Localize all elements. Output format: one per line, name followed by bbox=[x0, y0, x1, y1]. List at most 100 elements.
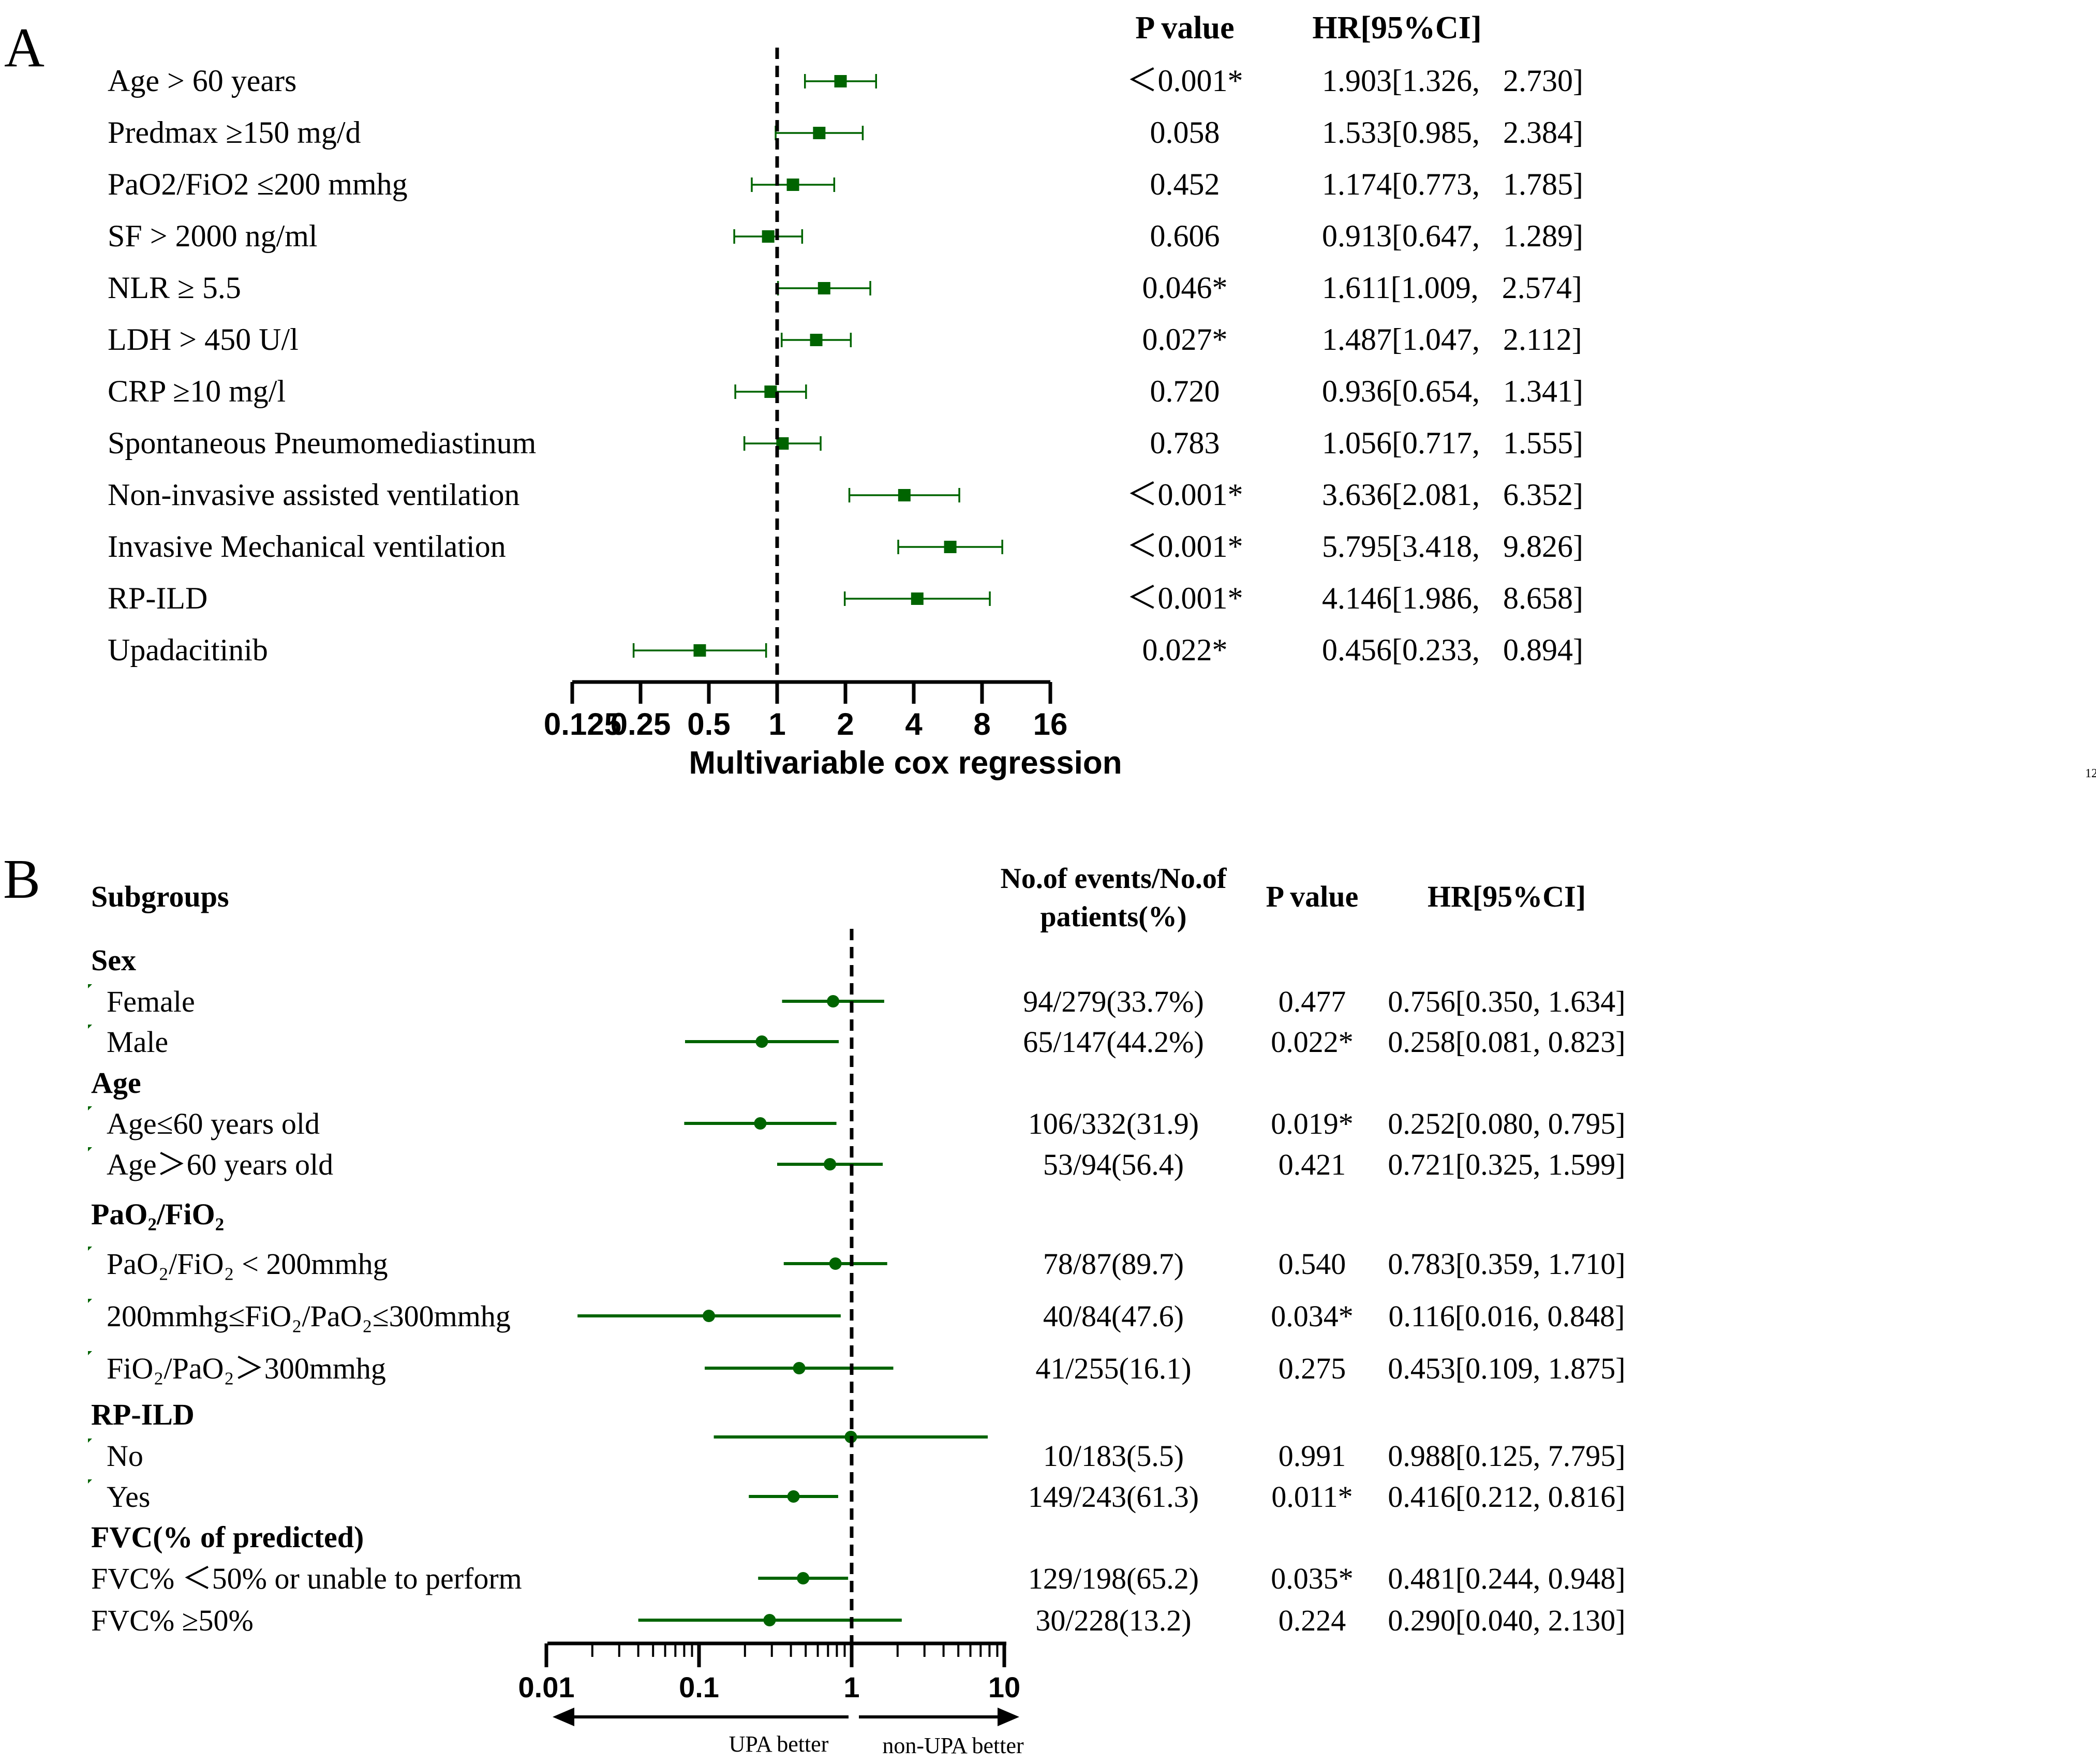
panel-a-tick-label: 1 bbox=[768, 707, 785, 742]
panel-b-hr-marker bbox=[754, 1117, 767, 1130]
panel-b-pvalue: 0.224 bbox=[1279, 1604, 1346, 1637]
panel-a-hr-marker bbox=[762, 230, 775, 243]
panel-b-row-tick-mark bbox=[88, 1247, 92, 1251]
panel-a-row-label: Invasive Mechanical ventilation bbox=[108, 529, 506, 564]
panel-a-hr-marker bbox=[786, 179, 799, 191]
panel-b-row-tick-mark bbox=[88, 1439, 92, 1443]
panel-a-pvalue: 0.022* bbox=[1142, 633, 1228, 667]
panel-b-group-heading: Sex bbox=[91, 943, 136, 977]
panel-a-hr-marker bbox=[944, 541, 957, 553]
panel-b-hr-marker bbox=[827, 995, 840, 1007]
panel-b-row-label: Age＞60 years old bbox=[107, 1148, 333, 1181]
panel-a-tick-label: 0.5 bbox=[687, 707, 730, 742]
panel-a-hr-marker bbox=[898, 489, 911, 501]
panel-b: B Subgroups No.of events/No.of patients(… bbox=[3, 849, 1626, 1758]
side-note: 12 bbox=[2085, 767, 2096, 780]
panel-a-pvalue: 0.027* bbox=[1142, 322, 1228, 357]
panel-a: A P value HR[95%CI] Age > 60 years ＜0.001… bbox=[4, 10, 2096, 781]
panel-a-row-label: RP-ILD bbox=[108, 581, 207, 615]
panel-b-row-label: PaO₂/FiO₂ < 200mmhg bbox=[107, 1247, 388, 1281]
panel-b-pvalue: 0.421 bbox=[1279, 1148, 1346, 1181]
panel-b-row-label: FVC% ＜50% or unable to perform bbox=[91, 1562, 522, 1595]
panel-b-events: 65/147(44.2%) bbox=[1023, 1025, 1204, 1059]
panel-b-events: 78/87(89.7) bbox=[1043, 1247, 1184, 1281]
arrow-right-label: non-UPA better bbox=[882, 1733, 1024, 1758]
panel-b-hr-marker bbox=[829, 1257, 842, 1270]
panel-b-rows: Sex Female 94/279(33.7%) 0.477 0.756[0.350, … bbox=[88, 943, 1626, 1637]
panel-a-hr-marker bbox=[693, 644, 706, 657]
panel-b-pvalue: 0.022* bbox=[1271, 1025, 1354, 1059]
panel-a-hr-ci: 1.611[1.009, 2.574] bbox=[1322, 271, 1582, 305]
panel-a-tick-label: 0.25 bbox=[611, 707, 671, 742]
panel-b-events-header-line1: No.of events/No.of bbox=[1000, 863, 1227, 895]
panel-b-hr-marker bbox=[797, 1572, 810, 1584]
panel-b-pvalue: 0.011* bbox=[1271, 1480, 1352, 1514]
panel-b-hr-marker bbox=[703, 1310, 716, 1322]
panel-a-hr-marker bbox=[764, 386, 777, 398]
panel-b-hr-ci: 0.252[0.080, 0.795] bbox=[1388, 1107, 1625, 1140]
panel-a-hr-ci: 1.903[1.326, 2.730] bbox=[1322, 64, 1583, 98]
panel-a-hr-ci: 0.936[0.654, 1.341] bbox=[1322, 374, 1583, 408]
panel-a-pvalue: 0.046* bbox=[1142, 271, 1228, 305]
panel-a-pvalue: ＜0.001* bbox=[1127, 64, 1243, 98]
panel-a-row-label: Predmax ≥150 mg/d bbox=[108, 115, 361, 150]
panel-a-hr-ci: 1.056[0.717, 1.555] bbox=[1322, 426, 1583, 460]
panel-b-row-label: No bbox=[107, 1439, 143, 1473]
panel-a-hr-ci: 0.456[0.233, 0.894] bbox=[1322, 633, 1583, 667]
panel-b-label: B bbox=[3, 849, 40, 910]
panel-b-events: 106/332(31.9) bbox=[1028, 1107, 1199, 1140]
panel-b-row-tick-mark bbox=[88, 1147, 92, 1151]
panel-b-row-label: FiO₂/PaO₂＞300mmhg bbox=[107, 1352, 386, 1385]
panel-b-tick-label: 1 bbox=[843, 1671, 859, 1703]
panel-b-group-heading: FVC(% of predicted) bbox=[91, 1520, 364, 1554]
panel-b-hr-ci: 0.290[0.040, 2.130] bbox=[1388, 1604, 1625, 1637]
panel-a-pvalue: 0.058 bbox=[1150, 115, 1220, 150]
panel-b-group-heading: PaO₂/FiO₂ bbox=[91, 1197, 224, 1231]
panel-b-hr-ci: 0.453[0.109, 1.875] bbox=[1388, 1352, 1625, 1385]
panel-b-events-header-line2: patients(%) bbox=[1040, 901, 1186, 933]
arrow-left-label: UPA better bbox=[729, 1731, 829, 1757]
panel-a-tick-label: 0.125 bbox=[544, 707, 621, 742]
panel-b-tick-label: 10 bbox=[988, 1671, 1020, 1703]
panel-b-row-tick-mark bbox=[88, 1351, 92, 1355]
panel-b-pvalue: 0.540 bbox=[1279, 1247, 1346, 1281]
panel-b-events: 129/198(65.2) bbox=[1028, 1562, 1199, 1595]
panel-a-hr-ci: 5.795[3.418, 9.826] bbox=[1322, 529, 1583, 564]
arrow-right-head bbox=[998, 1708, 1019, 1726]
panel-a-pvalue: 0.783 bbox=[1150, 426, 1220, 460]
panel-b-hr-marker bbox=[793, 1362, 806, 1374]
panel-b-events: 10/183(5.5) bbox=[1043, 1439, 1184, 1473]
panel-b-hr-ci: 0.756[0.350, 1.634] bbox=[1388, 985, 1625, 1018]
panel-a-pvalue-header: P value bbox=[1135, 10, 1234, 46]
panel-b-events: 53/94(56.4) bbox=[1043, 1148, 1184, 1181]
panel-b-subgroups-header: Subgroups bbox=[91, 880, 229, 913]
panel-b-row-label: 200mmhg≤FiO₂/PaO₂≤300mmhg bbox=[107, 1299, 511, 1333]
panel-a-row-label: PaO2/FiO2 ≤200 mmhg bbox=[108, 167, 408, 201]
panel-a-tick-label: 4 bbox=[905, 707, 923, 742]
panel-a-row-label: Upadacitinib bbox=[108, 633, 268, 667]
panel-b-row-tick-mark bbox=[88, 1299, 92, 1303]
panel-b-hr-ci: 0.988[0.125, 7.795] bbox=[1388, 1439, 1625, 1473]
panel-a-row-label: LDH > 450 U/l bbox=[108, 322, 299, 357]
panel-a-hr-marker bbox=[817, 282, 830, 294]
panel-b-group-heading: Age bbox=[91, 1066, 141, 1100]
panel-b-hr-ci: 0.783[0.359, 1.710] bbox=[1388, 1247, 1625, 1281]
panel-a-hr-marker bbox=[834, 75, 847, 87]
panel-a-hr-marker bbox=[810, 334, 823, 346]
direction-arrows: UPA better non-UPA better bbox=[553, 1708, 1024, 1758]
panel-a-hr-marker bbox=[911, 592, 924, 605]
panel-a-hr-ci: 4.146[1.986, 8.658] bbox=[1322, 581, 1583, 615]
panel-b-hr-marker bbox=[824, 1158, 837, 1170]
panel-a-pvalue: 0.606 bbox=[1150, 219, 1220, 253]
panel-a-hr-ci: 0.913[0.647, 1.289] bbox=[1322, 219, 1583, 253]
panel-b-hr-ci: 0.258[0.081, 0.823] bbox=[1388, 1025, 1625, 1059]
panel-b-tick-label: 0.01 bbox=[518, 1671, 575, 1703]
panel-a-hr-ci: 1.533[0.985, 2.384] bbox=[1322, 115, 1583, 150]
panel-b-row-label: FVC% ≥50% bbox=[91, 1604, 254, 1637]
panel-b-row-tick-mark bbox=[88, 1479, 92, 1484]
panel-a-label: A bbox=[4, 17, 44, 79]
panel-b-axis: 0.01 0.1 1 10 bbox=[518, 929, 1020, 1703]
panel-b-pvalue: 0.991 bbox=[1279, 1439, 1346, 1473]
